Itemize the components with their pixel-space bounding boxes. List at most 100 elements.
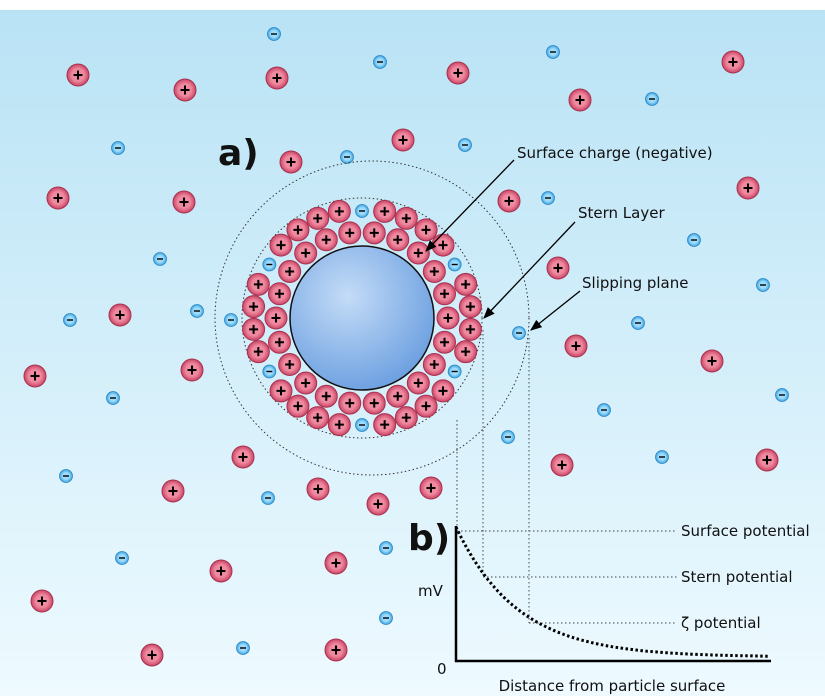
cation	[162, 480, 184, 502]
anion	[262, 492, 275, 505]
cation	[287, 395, 309, 417]
panel-label: a)	[218, 133, 259, 174]
cation	[232, 446, 254, 468]
anion	[502, 431, 515, 444]
cation	[547, 257, 569, 279]
cation	[279, 261, 301, 283]
anion	[64, 314, 77, 327]
cation	[173, 191, 195, 213]
cation	[374, 414, 396, 436]
cation	[247, 341, 269, 363]
anion	[356, 205, 369, 218]
anion	[448, 365, 461, 378]
callout: Stern Layer	[578, 204, 665, 222]
anion	[632, 317, 645, 330]
anion	[688, 234, 701, 247]
cation	[268, 283, 290, 305]
anion	[776, 389, 789, 402]
cation	[243, 318, 265, 340]
cation	[737, 177, 759, 199]
anion	[225, 314, 238, 327]
callout: Slipping plane	[582, 274, 688, 292]
cation	[315, 385, 337, 407]
cation	[395, 207, 417, 229]
cation	[243, 296, 265, 318]
cation	[432, 380, 454, 402]
anion	[547, 46, 560, 59]
cation	[407, 242, 429, 264]
cation	[325, 639, 347, 661]
cation	[415, 395, 437, 417]
origin-label: 0	[437, 660, 447, 678]
cation	[455, 341, 477, 363]
cation	[266, 67, 288, 89]
anion	[374, 56, 387, 69]
cation	[565, 335, 587, 357]
anion	[459, 139, 472, 152]
anion	[598, 404, 611, 417]
cation	[374, 200, 396, 222]
cation	[307, 407, 329, 429]
anion	[341, 151, 354, 164]
cation	[295, 242, 317, 264]
cation	[67, 64, 89, 86]
cation	[307, 478, 329, 500]
cation	[174, 79, 196, 101]
cation	[455, 273, 477, 295]
cation	[551, 454, 573, 476]
anion	[116, 552, 129, 565]
cation	[498, 190, 520, 212]
anion	[646, 93, 659, 106]
cation	[432, 234, 454, 256]
cation	[459, 296, 481, 318]
anion	[542, 192, 555, 205]
anion	[263, 365, 276, 378]
cation	[325, 552, 347, 574]
cation	[437, 307, 459, 329]
axis-label: Distance from particle surface	[499, 677, 726, 695]
cation	[268, 331, 290, 353]
cation	[363, 222, 385, 244]
cation	[447, 62, 469, 84]
cation	[756, 449, 778, 471]
anion	[380, 612, 393, 625]
anion	[263, 258, 276, 271]
cation	[109, 304, 131, 326]
cation	[363, 392, 385, 414]
anion	[356, 419, 369, 432]
cation	[31, 590, 53, 612]
panel-label: b)	[408, 518, 450, 559]
level-label: Stern potential	[681, 568, 793, 586]
cation	[280, 151, 302, 173]
cation	[569, 89, 591, 111]
cation	[181, 359, 203, 381]
cation	[265, 307, 287, 329]
cation	[270, 234, 292, 256]
anion	[60, 470, 73, 483]
cation	[47, 187, 69, 209]
cation	[24, 365, 46, 387]
cation	[315, 229, 337, 251]
cation	[339, 392, 361, 414]
cation	[423, 261, 445, 283]
diagram: a) Surface charge (negative) Stern Layer…	[0, 0, 825, 696]
cation	[701, 350, 723, 372]
callout: Surface charge (negative)	[517, 144, 713, 162]
anion	[268, 28, 281, 41]
anion	[656, 451, 669, 464]
anion	[380, 542, 393, 555]
cation	[367, 493, 389, 515]
axis-label: mV	[418, 582, 444, 600]
cation	[210, 560, 232, 582]
cation	[279, 353, 301, 375]
cation	[722, 51, 744, 73]
cation	[295, 372, 317, 394]
anion	[107, 392, 120, 405]
cation	[434, 283, 456, 305]
cation	[407, 372, 429, 394]
cation	[395, 407, 417, 429]
anion	[154, 253, 167, 266]
anion	[448, 258, 461, 271]
cation	[387, 385, 409, 407]
anion	[757, 279, 770, 292]
